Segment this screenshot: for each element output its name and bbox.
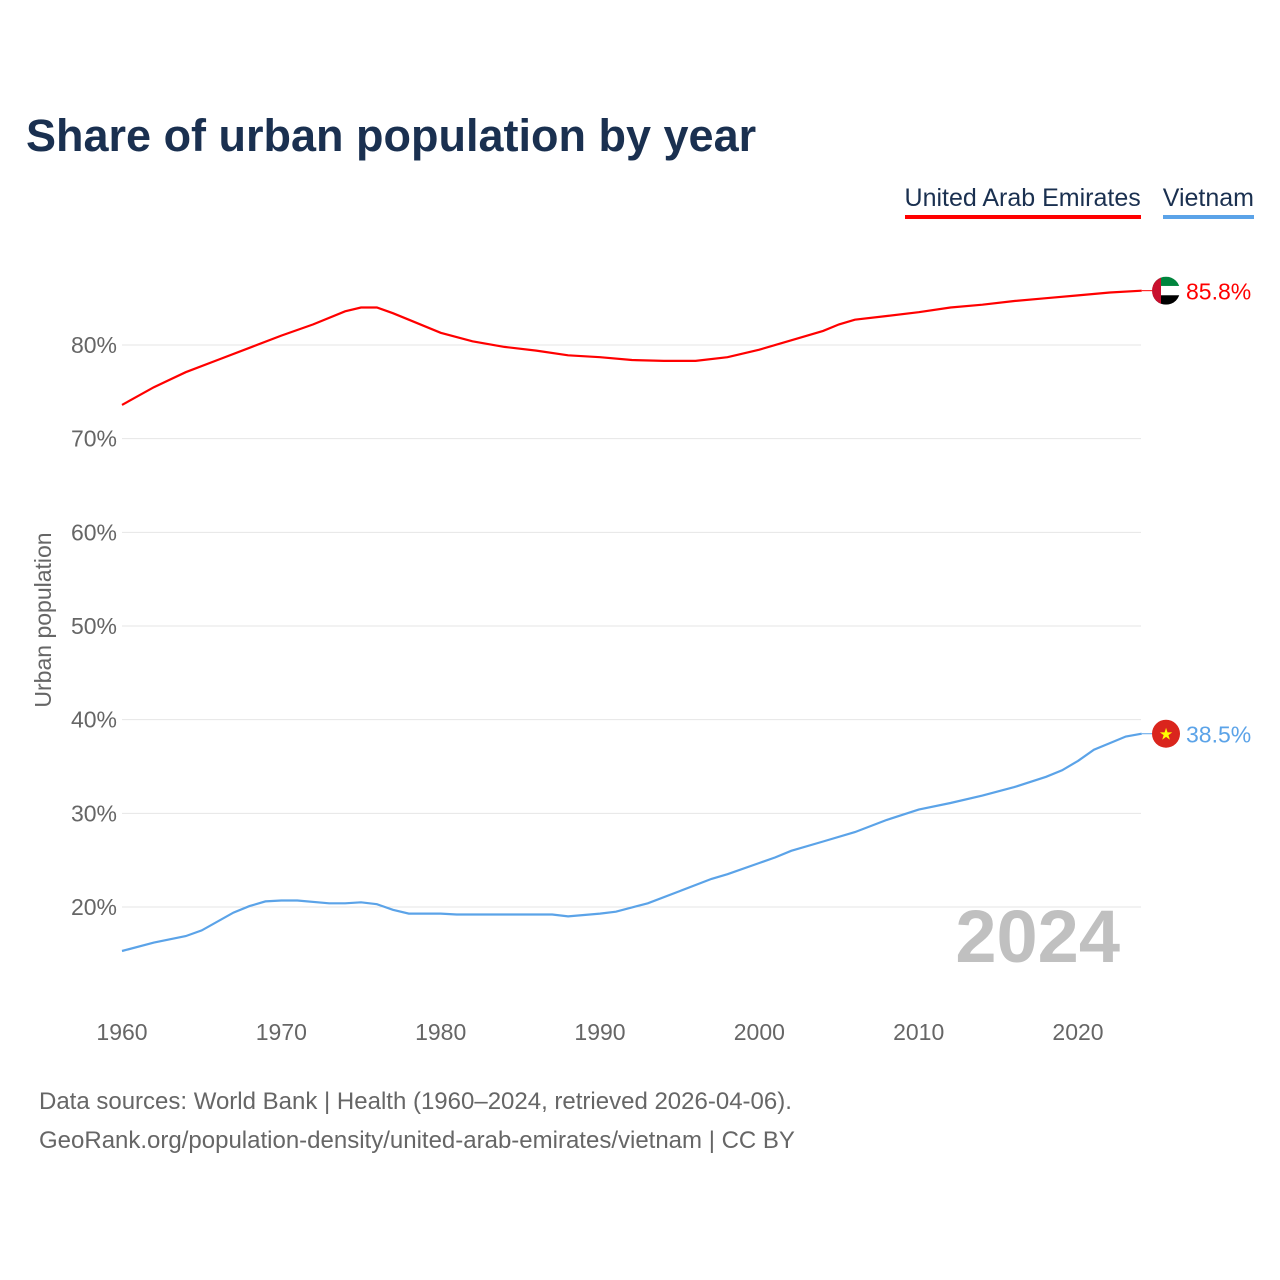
- footer-link[interactable]: GeoRank.org/population-density/united-ar…: [39, 1127, 795, 1154]
- x-tick-label: 2000: [734, 1019, 785, 1045]
- x-tick-label: 1990: [574, 1019, 625, 1045]
- flag-green: [1152, 276, 1180, 286]
- y-tick-label: 80%: [71, 332, 117, 358]
- flag-black: [1152, 295, 1180, 305]
- legend: United Arab Emirates Vietnam: [904, 184, 1254, 219]
- x-tick-label: 2010: [893, 1019, 944, 1045]
- y-tick-label: 50%: [71, 613, 117, 639]
- legend-item-vietnam[interactable]: Vietnam: [1162, 184, 1254, 219]
- uae-flag-icon: [1152, 276, 1180, 305]
- flag-white: [1152, 285, 1180, 296]
- y-tick-label: 70%: [71, 426, 117, 452]
- y-axis-label: Urban population: [30, 532, 56, 707]
- end-value-label: 85.8%: [1186, 279, 1251, 305]
- end-value-label: 38.5%: [1186, 722, 1251, 748]
- series-line-vietnam: [121, 732, 1142, 953]
- flag-red: [1152, 719, 1180, 748]
- chart-title: Share of urban population by year: [26, 110, 757, 161]
- legend-item-uae[interactable]: United Arab Emirates: [904, 184, 1141, 219]
- y-tick-label: 20%: [71, 894, 117, 920]
- y-tick-label: 30%: [71, 800, 117, 826]
- x-tick-label: 2020: [1052, 1019, 1103, 1045]
- x-tick-label: 1980: [415, 1019, 466, 1045]
- y-tick-label: 60%: [71, 519, 117, 545]
- flag-star: ★: [1159, 727, 1173, 744]
- y-tick-label: 40%: [71, 707, 117, 733]
- x-tick-label: 1960: [96, 1019, 147, 1045]
- flag-body: [1152, 276, 1180, 305]
- vietnam-flag-icon: ★: [1152, 719, 1180, 748]
- series-line-uae: [121, 289, 1142, 406]
- footer-sources: Data sources: World Bank | Health (1960–…: [39, 1088, 792, 1115]
- x-tick-label: 1970: [256, 1019, 307, 1045]
- year-watermark: 2024: [955, 895, 1120, 978]
- flag-red: [1152, 276, 1161, 305]
